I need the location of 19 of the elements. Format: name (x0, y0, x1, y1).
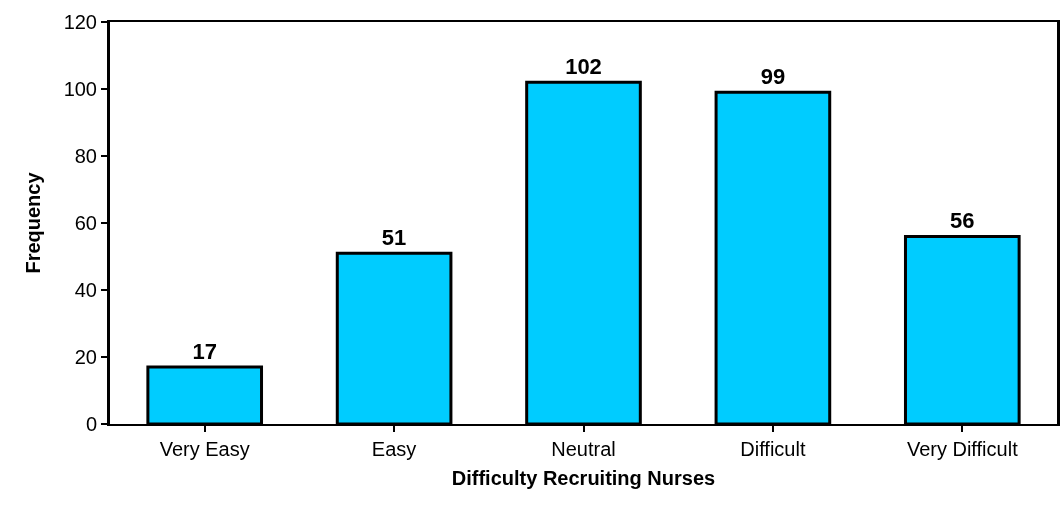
y-tick-label: 20 (74, 346, 97, 368)
y-tick-label: 80 (74, 145, 97, 167)
y-tick-label: 120 (63, 11, 97, 33)
x-tick-label: Easy (371, 438, 417, 460)
y-tick-label: 60 (74, 212, 97, 234)
x-tick-label: Very Easy (159, 438, 250, 460)
data-label: 102 (565, 54, 602, 80)
data-label: 17 (192, 339, 217, 365)
y-axis-title: Frequency (22, 171, 45, 274)
y-tick-label: 40 (74, 279, 97, 301)
y-tick-label: 0 (85, 413, 97, 435)
data-label: 99 (760, 64, 786, 90)
x-tick-label: Neutral (551, 438, 616, 460)
x-tick-label: Very Difficult (906, 438, 1019, 460)
x-tick-label: Difficult (740, 438, 806, 460)
data-label: 51 (381, 225, 407, 251)
data-label: 56 (950, 208, 975, 234)
y-tick-label: 100 (63, 78, 97, 100)
x-axis-title: Difficulty Recruiting Nurses (451, 467, 716, 489)
